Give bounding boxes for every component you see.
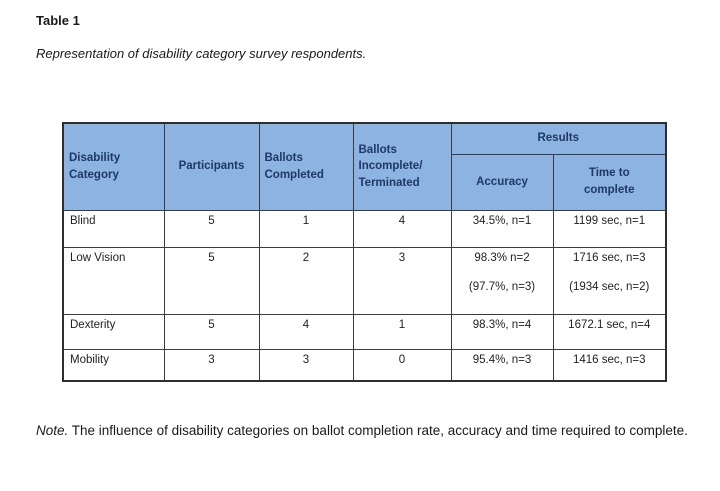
cell-ballots-incomplete: 4 (352, 209, 452, 248)
table-row-blind: Blind 5 1 4 34.5%, n=1 1199 sec, n=1 (62, 209, 667, 248)
column-header-participants: Participants (163, 122, 260, 211)
cell-ballots-incomplete: 3 (352, 246, 452, 315)
header-row-top: Disability Category Participants Ballots… (62, 122, 667, 211)
cell-participants: 5 (163, 313, 260, 350)
cell-ballots-completed: 4 (258, 313, 354, 350)
cell-accuracy: 34.5%, n=1 (450, 209, 554, 248)
column-group-header-results: Results (450, 122, 667, 155)
cell-ballots-incomplete: 1 (352, 313, 452, 350)
survey-results-table: Disability Category Participants Ballots… (62, 122, 668, 382)
cell-time-to-complete: 1672.1 sec, n=4 (552, 313, 667, 350)
table-note: Note. The influence of disability catego… (36, 418, 698, 443)
cell-category: Blind (62, 209, 165, 248)
header-row-sub: Accuracy Time to complete (63, 153, 667, 211)
cell-participants: 5 (163, 209, 260, 248)
cell-accuracy: 98.3%, n=4 (450, 313, 554, 350)
column-header-time-to-complete-label: Time to complete (584, 167, 635, 196)
cell-category: Dexterity (62, 313, 165, 350)
cell-participants: 3 (163, 348, 260, 382)
column-header-time-to-complete: Time to complete (552, 153, 667, 211)
cell-ballots-incomplete: 0 (352, 348, 452, 382)
cell-participants: 5 (163, 246, 260, 315)
table-row-mobility: Mobility 3 3 0 95.4%, n=3 1416 sec, n=3 (62, 348, 667, 382)
column-header-disability-category: Disability Category (62, 122, 165, 211)
column-header-ballots-incomplete: Ballots Incomplete/ Terminated (352, 122, 452, 211)
cell-category: Low Vision (62, 246, 165, 315)
table-title: Table 1 (36, 13, 80, 28)
column-header-ballots-completed: Ballots Completed (258, 122, 354, 211)
table-row-low-vision: Low Vision 5 2 3 98.3% n=2 (97.7%, n=3) 1… (62, 246, 667, 315)
cell-time-to-complete: 1716 sec, n=3 (1934 sec, n=2) (552, 246, 667, 315)
table-row-dexterity: Dexterity 5 4 1 98.3%, n=4 1672.1 sec, n… (62, 313, 667, 350)
cell-time-to-complete: 1416 sec, n=3 (552, 348, 667, 382)
cell-ballots-completed: 2 (258, 246, 354, 315)
table-caption: Representation of disability category su… (36, 46, 367, 61)
note-text: The influence of disability categories o… (68, 423, 688, 438)
note-label: Note. (36, 423, 69, 438)
cell-time-to-complete: 1199 sec, n=1 (552, 209, 667, 248)
column-header-accuracy: Accuracy (450, 153, 554, 211)
cell-accuracy: 98.3% n=2 (97.7%, n=3) (450, 246, 554, 315)
cell-accuracy: 95.4%, n=3 (450, 348, 554, 382)
cell-ballots-completed: 1 (258, 209, 354, 248)
cell-ballots-completed: 3 (258, 348, 354, 382)
cell-category: Mobility (62, 348, 165, 382)
